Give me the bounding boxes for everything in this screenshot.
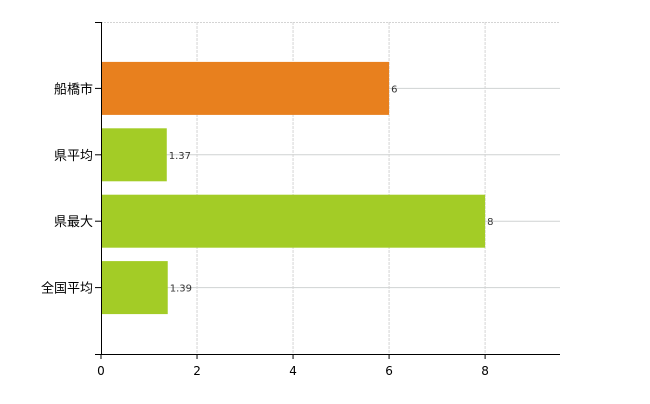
- x-tick-label: 4: [289, 364, 297, 378]
- data-label: 1.39: [170, 284, 192, 295]
- data-label: 8: [487, 217, 493, 228]
- category-label: 船橋市: [54, 81, 93, 97]
- bar: [101, 128, 167, 182]
- data-label: 1.37: [169, 151, 191, 162]
- x-tick-label: 6: [385, 364, 393, 378]
- bar: [101, 261, 168, 315]
- category-label: 全国平均: [41, 281, 93, 297]
- x-tick-label: 2: [193, 364, 201, 378]
- x-tick-label: 8: [481, 364, 489, 378]
- bar: [101, 61, 390, 115]
- category-label: 県平均: [54, 149, 93, 164]
- bar: [101, 194, 486, 248]
- x-tick-label: 0: [97, 364, 105, 378]
- data-label: 6: [391, 84, 397, 95]
- category-label: 県最大: [54, 215, 93, 230]
